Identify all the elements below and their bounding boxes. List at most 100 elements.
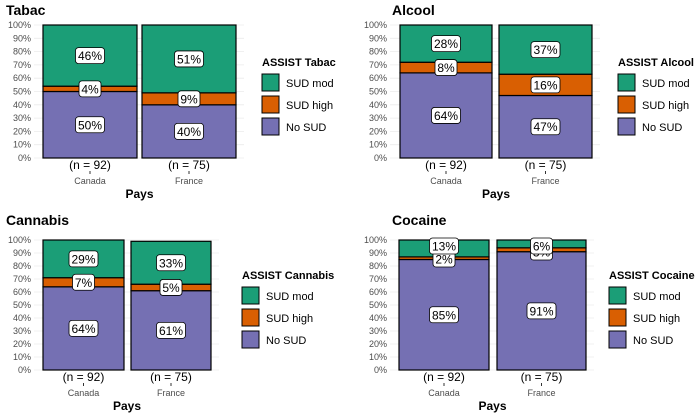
legend-item: No SUD	[266, 335, 306, 347]
y-tick-label: 70%	[369, 60, 387, 70]
panel-cannabis: Cannabis 0% 10% 20% 30% 40% 50% 60% 70% 80% 90% 100…	[6, 212, 334, 413]
data-label-box	[431, 107, 461, 124]
y-tick-label: 10%	[369, 140, 387, 150]
x-tick-label: Canada	[68, 388, 100, 398]
legend-swatch	[241, 330, 260, 349]
legend-swatch	[241, 286, 260, 305]
y-tick-label: 90%	[369, 33, 387, 43]
y-tick-label: 70%	[13, 274, 31, 284]
data-label-box	[177, 90, 201, 108]
legend-item: SUD high	[286, 100, 333, 112]
data-label-box	[434, 59, 458, 76]
legend-swatch	[608, 286, 627, 305]
data-label-box	[75, 47, 105, 64]
legend-title: ASSIST Tabac	[262, 57, 336, 69]
y-tick-label: 40%	[369, 313, 387, 323]
x-axis-title: Pays	[482, 187, 510, 201]
y-tick-label: 30%	[13, 113, 31, 123]
data-label: 40%	[177, 125, 201, 139]
y-tick-label: 100%	[8, 235, 31, 245]
y-tick-label: 50%	[13, 300, 31, 310]
legend-item: No SUD	[642, 122, 682, 134]
x-tick-label: France	[175, 176, 203, 186]
y-tick-label: 70%	[13, 60, 31, 70]
y-tick-label: 80%	[13, 261, 31, 271]
data-label-box	[431, 35, 461, 53]
y-tick-label: 40%	[369, 100, 387, 110]
y-tick-label: 90%	[13, 33, 31, 43]
panel-title: Alcool	[392, 2, 435, 18]
data-label: 13%	[432, 240, 456, 254]
data-label-box	[75, 116, 105, 134]
y-tick-label: 10%	[13, 352, 31, 362]
y-tick-label: 20%	[13, 126, 31, 136]
y-tick-label: 80%	[13, 47, 31, 57]
n-label: (n = 75)	[150, 370, 192, 384]
data-label: 16%	[533, 78, 557, 92]
y-tick-label: 0%	[18, 365, 31, 375]
y-tick-label: 60%	[13, 287, 31, 297]
data-label: 46%	[78, 49, 102, 63]
data-label: 29%	[71, 252, 95, 266]
y-tick-label: 40%	[13, 100, 31, 110]
data-label: 51%	[177, 52, 201, 66]
y-tick-label: 90%	[13, 248, 31, 258]
panel-tabac: Tabac 0% 10% 20% 30% 40% 50% 60% 70% 80% 90% 100% 50…	[6, 2, 336, 201]
y-tick-label: 0%	[374, 153, 387, 163]
data-label: 50%	[78, 118, 102, 132]
data-label: 8%	[437, 61, 455, 75]
y-tick-label: 100%	[364, 235, 387, 245]
data-label-box	[159, 279, 183, 296]
legend-swatch	[617, 117, 636, 136]
panel-title: Cannabis	[6, 212, 69, 228]
y-tick-label: 50%	[369, 87, 387, 97]
y-tick-label: 80%	[369, 47, 387, 57]
data-label: 28%	[434, 37, 458, 51]
y-tick-label: 10%	[13, 140, 31, 150]
data-label: 7%	[75, 276, 93, 290]
n-label: (n = 75)	[525, 158, 567, 172]
data-label: 64%	[434, 109, 458, 123]
x-axis-title: Pays	[113, 399, 141, 413]
data-label-box	[530, 118, 561, 136]
y-tick-label: 20%	[369, 339, 387, 349]
data-label-box	[68, 250, 99, 268]
legend-swatch	[241, 308, 260, 327]
data-label-box	[68, 320, 99, 337]
data-label: 61%	[159, 324, 183, 338]
legend-item: No SUD	[286, 122, 326, 134]
x-tick-label: Canada	[428, 388, 460, 398]
legend-swatch	[608, 308, 627, 327]
legend-swatch	[617, 73, 636, 92]
legend-title: ASSIST Alcool	[618, 57, 694, 69]
y-tick-label: 30%	[369, 326, 387, 336]
n-label: (n = 92)	[425, 158, 467, 172]
data-label: 2%	[435, 253, 453, 267]
data-label-box	[429, 306, 459, 324]
y-tick-label: 100%	[364, 20, 387, 30]
legend-item: SUD high	[642, 100, 689, 112]
legend-item: SUD mod	[633, 291, 681, 303]
data-label: 9%	[180, 92, 198, 106]
panel-cocaine: Cocaine 0% 10% 20% 30% 40% 50% 60% 70% 80% 90% 100%…	[364, 212, 695, 413]
x-tick-label: Canada	[430, 176, 462, 186]
data-label-box	[156, 254, 186, 272]
legend-title: ASSIST Cocaine	[609, 270, 695, 282]
data-label: 4%	[81, 82, 99, 96]
panel-alcool: Alcool 0% 10% 20% 30% 40% 50% 60% 70% 80% 90% 100% 6…	[364, 2, 694, 201]
y-tick-label: 10%	[369, 352, 387, 362]
data-label: 6%	[533, 240, 551, 254]
y-tick-label: 30%	[369, 113, 387, 123]
y-tick-label: 20%	[369, 126, 387, 136]
data-label: 33%	[159, 256, 183, 270]
legend: ASSIST Cannabis SUD mod SUD high No SUD	[241, 270, 334, 349]
y-tick-label: 90%	[369, 248, 387, 258]
data-label-box	[78, 80, 102, 98]
x-axis-title: Pays	[125, 187, 153, 201]
data-label-box	[526, 302, 557, 320]
n-label: (n = 92)	[63, 370, 105, 384]
panel-title: Cocaine	[392, 212, 447, 228]
data-label-box	[530, 41, 561, 59]
data-label: 85%	[432, 308, 456, 322]
